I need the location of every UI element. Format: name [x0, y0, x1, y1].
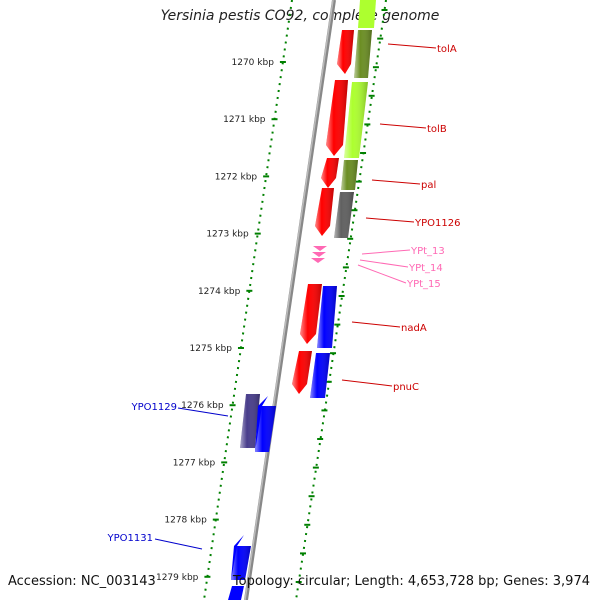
gene-label-tola[interactable]: tolA	[437, 44, 457, 55]
gene-block-top-lime[interactable]	[358, 0, 376, 28]
left-dotted-guide	[203, 0, 293, 600]
genome-backbone-highlight	[244, 0, 334, 600]
scale-tick-label: 1275 kbp	[190, 344, 233, 354]
right-tick-group	[295, 9, 388, 583]
scale-tick-label: 1272 kbp	[215, 172, 258, 182]
scale-tick-labels: 1270 kbp 1271 kbp 1272 kbp 1273 kbp 1274 kbp…	[156, 58, 274, 583]
scale-tick-label: 1274 kbp	[198, 287, 241, 297]
gene-label-nada[interactable]: nadA	[401, 323, 427, 334]
gene-label-ypo1126[interactable]: YPO1126	[414, 218, 460, 229]
scale-tick-label: 1277 kbp	[173, 458, 216, 468]
scale-tick-label: 1279 kbp	[156, 573, 199, 583]
scale-tick-group	[204, 61, 286, 578]
gene-arrows	[228, 0, 376, 600]
genome-backbone	[244, 0, 336, 600]
gene-arrow-bottom[interactable]	[228, 586, 244, 600]
scale-tick-label: 1276 kbp	[181, 401, 224, 411]
gene-label-ypt_13[interactable]: YPt_13	[410, 246, 445, 257]
leader-lines	[154, 43, 437, 550]
scale-tick-label: 1273 kbp	[206, 230, 249, 240]
rna-ypt13[interactable]	[313, 246, 327, 251]
rna-ypt14[interactable]	[312, 252, 326, 257]
gene-label-pal[interactable]: pal	[421, 180, 436, 191]
scale-tick-label: 1270 kbp	[232, 58, 275, 68]
scale-tick-label: 1271 kbp	[223, 115, 266, 125]
gene-label-ypt_14[interactable]: YPt_14	[408, 263, 443, 274]
right-dotted-guide	[295, 0, 387, 600]
rna-ypt15[interactable]	[311, 258, 325, 263]
gene-label-tolb[interactable]: tolB	[427, 124, 447, 135]
gene-label-ypo1129[interactable]: YPO1129	[131, 402, 177, 413]
topology-text: Topology: circular; Length: 4,653,728 bp…	[232, 574, 590, 589]
scale-tick-label: 1278 kbp	[164, 516, 207, 526]
gene-label-pnuc[interactable]: pnuC	[393, 382, 419, 393]
gene-label-group: tolA tolB pal YPO1126 YPt_13 YPt_14 YPt_15 nadA…	[107, 44, 461, 544]
gene-label-ypt_15[interactable]: YPt_15	[406, 279, 441, 290]
gene-label-ypo1131[interactable]: YPO1131	[107, 533, 153, 544]
accession-text: Accession: NC_003143	[8, 574, 156, 589]
